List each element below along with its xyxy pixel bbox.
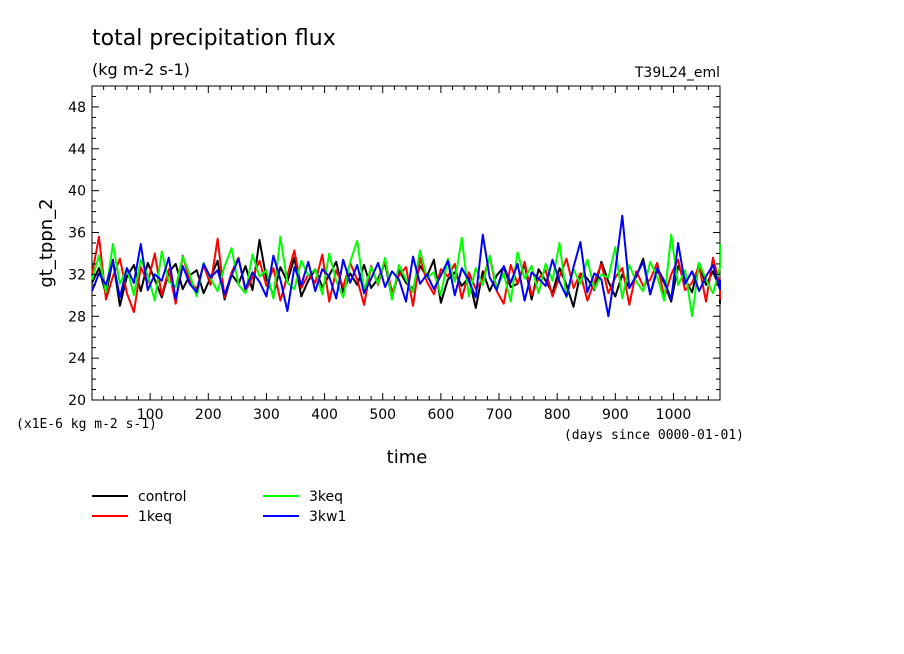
chart-subtitle: (kg m-2 s-1): [92, 60, 190, 79]
y-tick-label: 36: [68, 226, 86, 242]
y-tick-label: 28: [68, 309, 86, 325]
series-line-3kw1: [91, 214, 721, 318]
y-tick-label: 40: [68, 184, 86, 200]
x-tick-label: 800: [544, 407, 571, 423]
x-tick-label: 500: [369, 407, 396, 423]
y-tick-label: 24: [68, 351, 86, 367]
y-axis-label: gt_tppn_2: [36, 198, 57, 287]
y-tick-label: 44: [68, 142, 86, 158]
legend: control 1keq 3keq 3kw1: [92, 489, 346, 525]
x-tick-labels: 100 200 300 400 500 600 700 800 900 1000: [137, 407, 692, 423]
y-tick-labels: 20 24 28 32 36 40 44 48: [68, 100, 86, 409]
series-layer: [91, 214, 721, 318]
x-unit-note: (days since 0000-01-01): [564, 428, 744, 443]
x-tick-label: 600: [428, 407, 455, 423]
legend-label-1keq: 1keq: [138, 509, 172, 525]
y-unit-note: (x1E-6 kg m-2 s-1): [16, 417, 157, 432]
x-tick-label: 900: [602, 407, 629, 423]
x-tick-label: 400: [311, 407, 338, 423]
x-axis-label: time: [387, 447, 428, 468]
x-tick-label: 1000: [656, 407, 692, 423]
legend-label-control: control: [138, 489, 187, 505]
legend-label-3kw1: 3kw1: [309, 509, 346, 525]
legend-label-3keq: 3keq: [309, 489, 343, 505]
chart-title: total precipitation flux: [92, 26, 336, 51]
run-label: T39L24_eml: [634, 65, 720, 81]
x-tick-label: 300: [253, 407, 280, 423]
ticks-layer: [91, 85, 721, 401]
y-tick-label: 20: [68, 393, 86, 409]
y-tick-label: 48: [68, 100, 86, 116]
x-tick-label: 100: [137, 407, 164, 423]
x-tick-label: 200: [195, 407, 222, 423]
x-tick-label: 700: [486, 407, 513, 423]
y-tick-label: 32: [68, 267, 86, 283]
